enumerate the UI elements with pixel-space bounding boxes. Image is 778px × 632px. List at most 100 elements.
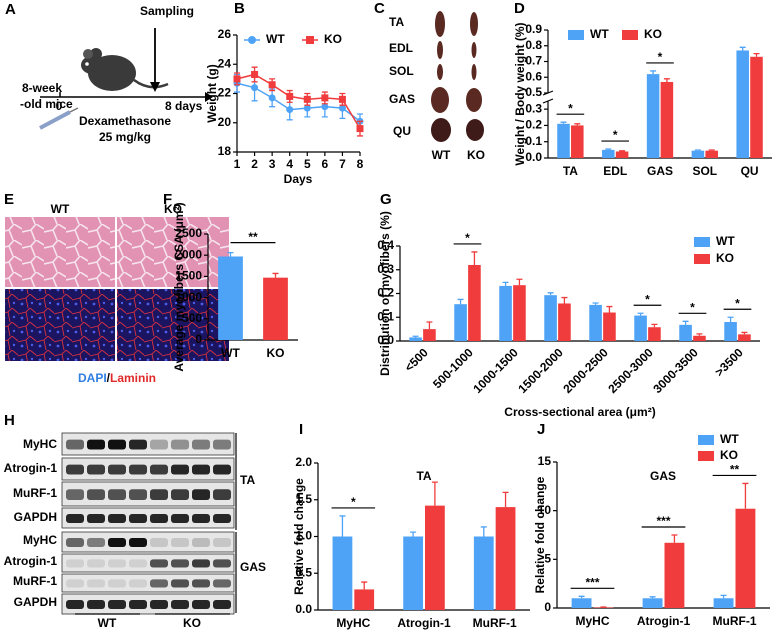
x-tick-label: >3500 xyxy=(712,345,746,379)
data-point xyxy=(268,81,276,89)
legend-marker xyxy=(306,36,314,44)
schematic-text: 0 xyxy=(56,99,63,113)
blot-band xyxy=(129,514,147,523)
blot-band xyxy=(171,600,189,609)
x-tick-label: 1000-1500 xyxy=(470,345,521,396)
error-bar xyxy=(457,298,464,305)
significance-label: * xyxy=(613,128,618,142)
x-tick-label: 2000-2500 xyxy=(560,345,611,396)
blot-band xyxy=(150,559,168,568)
error-bar xyxy=(742,482,749,509)
tissue-images xyxy=(431,11,484,142)
data-point xyxy=(251,84,259,92)
x-tick-label: 3 xyxy=(269,157,276,171)
tissue-label: EDL xyxy=(389,41,413,55)
error-bar xyxy=(708,149,715,151)
blot-band xyxy=(213,579,231,588)
x-tick-label: SOL xyxy=(692,164,717,178)
significance-label: * xyxy=(658,50,663,64)
legend-marker xyxy=(248,36,256,44)
x-tick-label: 8 xyxy=(357,157,364,171)
y-tick-label: 0.5 xyxy=(525,85,542,99)
blot-band xyxy=(87,538,105,547)
legend-label: KO xyxy=(644,27,662,41)
bar xyxy=(664,542,685,608)
y-axis-label: Average myofibers CSA (μm²) xyxy=(172,202,186,371)
bar xyxy=(409,337,422,341)
y-tick-label: 0.8 xyxy=(525,38,542,52)
bar xyxy=(468,265,481,341)
legend-swatch xyxy=(698,435,714,445)
blot-band xyxy=(213,559,231,568)
blot-band xyxy=(171,514,189,523)
blot-band xyxy=(66,439,84,450)
bar xyxy=(354,589,375,610)
blot-strip xyxy=(61,573,235,593)
blot-band xyxy=(129,559,147,568)
bar xyxy=(454,304,467,341)
y-tick-label: 24 xyxy=(218,56,232,70)
error-bar xyxy=(682,320,689,325)
y-axis-label: Weight (g) xyxy=(205,64,219,122)
blot-band xyxy=(108,464,126,475)
blot-band xyxy=(87,579,105,588)
x-axis-label: Cross-sectional area (μm²) xyxy=(504,405,655,419)
blot-band xyxy=(108,559,126,568)
blot-row-label: GAPDH xyxy=(14,510,57,524)
schematic-text: -old mice xyxy=(20,97,73,111)
blot-row-label: MyHC xyxy=(23,533,57,547)
panel-label: E xyxy=(4,191,14,208)
blot-band xyxy=(87,489,105,500)
x-tick-label: 7 xyxy=(339,157,346,171)
blot-strip xyxy=(61,593,235,615)
error-bar xyxy=(650,70,657,75)
data-point xyxy=(233,75,241,83)
significance-label: * xyxy=(690,300,695,314)
legend-swatch xyxy=(622,30,638,40)
blot-band xyxy=(66,514,84,523)
tissue-label: GAS xyxy=(389,92,415,106)
y-tick-label: 1.0 xyxy=(295,529,312,543)
y-tick-label: 0.3 xyxy=(377,262,394,276)
data-point xyxy=(321,103,329,111)
y-tick-label: 0.2 xyxy=(525,118,542,132)
error-bar xyxy=(410,531,417,537)
group-label: KO xyxy=(467,148,485,162)
legend-swatch xyxy=(694,254,710,264)
bar xyxy=(691,150,705,158)
error-bar xyxy=(272,272,279,278)
bar xyxy=(557,123,570,158)
significance-label: *** xyxy=(656,514,670,528)
y-tick-label: 10 xyxy=(538,503,552,517)
blot-band xyxy=(150,489,168,500)
panel-label: C xyxy=(374,0,385,17)
data-point xyxy=(251,70,259,78)
x-tick-label: 2 xyxy=(251,157,258,171)
data-point xyxy=(268,94,276,102)
bar xyxy=(544,295,557,341)
y-axis-label: Weight / Body weight (%) xyxy=(513,22,527,165)
error-bar xyxy=(574,123,581,126)
schematic-text: Sampling xyxy=(140,4,194,18)
stain-2: Laminin xyxy=(110,371,156,385)
x-tick-label: 1 xyxy=(234,157,241,171)
bar xyxy=(571,125,584,158)
significance-label: * xyxy=(568,101,573,115)
histology-images xyxy=(5,217,229,361)
bar xyxy=(218,256,243,340)
blot-row-label: Atrogin-1 xyxy=(4,554,58,568)
x-tick-label: Atrogin-1 xyxy=(397,616,451,630)
panel-label: F xyxy=(163,191,172,208)
error-bar xyxy=(561,296,568,304)
blot-band xyxy=(192,600,210,609)
y-tick-label: 26 xyxy=(218,27,232,41)
axis-break xyxy=(542,94,554,100)
bar xyxy=(693,335,706,341)
schematic xyxy=(39,28,213,130)
y-tick-label: 2.0 xyxy=(295,455,312,469)
panel-label: A xyxy=(5,1,16,18)
bar xyxy=(473,536,494,610)
blot-band xyxy=(150,579,168,588)
error-bar xyxy=(671,534,678,543)
blot-band xyxy=(129,579,147,588)
